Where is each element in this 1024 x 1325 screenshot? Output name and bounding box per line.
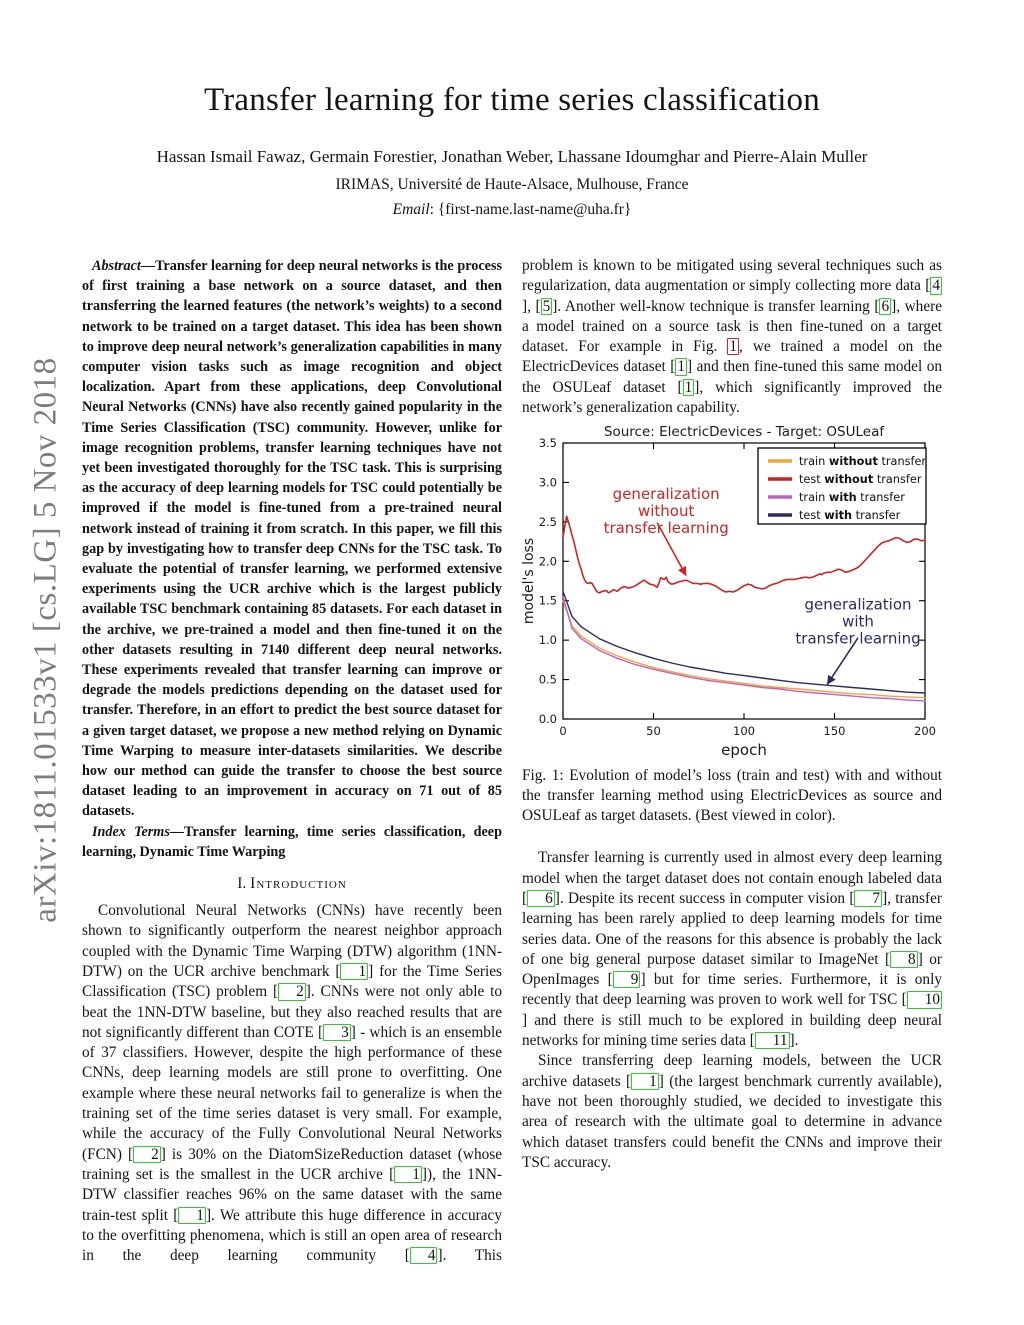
arxiv-watermark: arXiv:1811.01533v1 [cs.LG] 5 Nov 2018 — [27, 357, 64, 923]
authors-line: Hassan Ismail Fawaz, Germain Forestier, … — [156, 147, 868, 166]
svg-text:50: 50 — [646, 724, 661, 738]
figure-1: Source: ElectricDevices - Target: OSULea… — [522, 423, 942, 826]
figure-ref-link[interactable]: 1 — [727, 338, 740, 356]
svg-text:150: 150 — [824, 724, 846, 738]
email-label: Email — [392, 201, 430, 218]
index-terms-paragraph: Index Terms—Transfer learning, time seri… — [82, 822, 502, 862]
loss-chart-svg: Source: ElectricDevices - Target: OSULea… — [522, 424, 936, 759]
svg-text:with: with — [842, 613, 874, 631]
citation-link[interactable]: 5 — [540, 297, 553, 315]
citation-link[interactable]: 2 — [278, 983, 306, 1001]
citation-link[interactable]: 10 — [906, 991, 942, 1009]
loss-chart: Source: ElectricDevices - Target: OSULea… — [522, 423, 942, 759]
svg-text:3.0: 3.0 — [539, 476, 557, 490]
citation-link[interactable]: 6 — [879, 297, 892, 315]
citation-link[interactable]: 6 — [527, 889, 555, 908]
citation-link[interactable]: 3 — [323, 1023, 351, 1042]
citation-link[interactable]: 1 — [340, 962, 369, 981]
svg-text:generalization: generalization — [613, 485, 720, 503]
svg-text:epoch: epoch — [721, 741, 767, 759]
email-line: Email: {first-name.last-name@uha.fr} — [0, 201, 1024, 219]
svg-text:model's loss: model's loss — [522, 538, 537, 624]
svg-text:0.5: 0.5 — [539, 673, 557, 687]
intro-paragraph-1: Convolutional Neural Networks (CNNs) hav… — [82, 902, 503, 1265]
spacer — [522, 826, 942, 848]
svg-text:generalization: generalization — [805, 596, 912, 614]
paper-page: arXiv:1811.01533v1 [cs.LG] 5 Nov 2018 Tr… — [0, 0, 1024, 1266]
citation-link[interactable]: 1 — [178, 1206, 206, 1224]
svg-text:test without transfer: test without transfer — [799, 473, 922, 486]
index-terms-text: Transfer learning, time series classific… — [82, 823, 502, 860]
abstract-paragraph: Abstract—Transfer learning for deep neur… — [82, 256, 502, 822]
col2-paragraph-3: Since transferring deep learning models,… — [522, 1052, 942, 1171]
citation-link[interactable]: 2 — [133, 1145, 161, 1163]
citation-link[interactable]: 8 — [890, 950, 918, 969]
paper-header: Transfer learning for time series classi… — [0, 0, 1024, 219]
svg-text:transfer learning: transfer learning — [604, 519, 729, 537]
svg-text:2.0: 2.0 — [539, 555, 557, 569]
paper-title: Transfer learning for time series classi… — [204, 82, 820, 118]
svg-text:1.5: 1.5 — [539, 594, 557, 608]
svg-text:100: 100 — [733, 724, 755, 738]
col2-paragraph-2: Transfer learning is currently used in a… — [522, 849, 942, 1050]
citation-link[interactable]: 1 — [631, 1072, 659, 1090]
citation-link[interactable]: 9 — [612, 971, 641, 989]
svg-text:2.5: 2.5 — [539, 515, 557, 529]
section-title: Introduction — [250, 875, 347, 893]
abstract-label: Abstract— — [92, 258, 156, 274]
svg-text:Source: ElectricDevices - Targ: Source: ElectricDevices - Target: OSULea… — [604, 424, 885, 440]
affiliation-line: IRIMAS, Université de Haute-Alsace, Mulh… — [335, 176, 689, 193]
citation-link[interactable]: 1 — [682, 378, 695, 397]
email-value: : {first-name.last-name@uha.fr} — [429, 201, 632, 218]
right-column: problem is known to be mitigated using s… — [522, 256, 942, 1266]
figure-caption: Fig. 1: Evolution of model’s loss (train… — [522, 767, 942, 825]
col2-paragraph-1: problem is known to be mitigated using s… — [522, 257, 942, 417]
citation-link[interactable]: 7 — [854, 889, 883, 908]
svg-text:train without transfer: train without transfer — [799, 455, 926, 468]
left-column: Abstract—Transfer learning for deep neur… — [82, 256, 502, 1266]
citation-link[interactable]: 4 — [409, 1247, 438, 1265]
section-number: I. — [237, 875, 247, 893]
svg-text:without: without — [638, 502, 695, 520]
svg-text:0: 0 — [559, 724, 566, 738]
citation-link[interactable]: 1 — [394, 1165, 422, 1184]
abstract-text: Transfer learning for deep neural networ… — [82, 258, 502, 820]
svg-text:3.5: 3.5 — [539, 436, 557, 450]
svg-text:test with transfer: test with transfer — [799, 509, 901, 522]
citation-link[interactable]: 1 — [675, 358, 688, 376]
svg-text:1.0: 1.0 — [539, 634, 557, 648]
section-heading-introduction: I. Introduction — [82, 875, 502, 893]
svg-text:0.0: 0.0 — [539, 712, 557, 726]
index-terms-label: Index Terms— — [92, 823, 185, 840]
svg-text:train with transfer: train with transfer — [799, 491, 905, 504]
citation-link[interactable]: 4 — [930, 277, 942, 295]
two-column-body: Abstract—Transfer learning for deep neur… — [0, 256, 1024, 1266]
citation-link[interactable]: 11 — [754, 1032, 790, 1050]
svg-text:200: 200 — [914, 724, 936, 738]
